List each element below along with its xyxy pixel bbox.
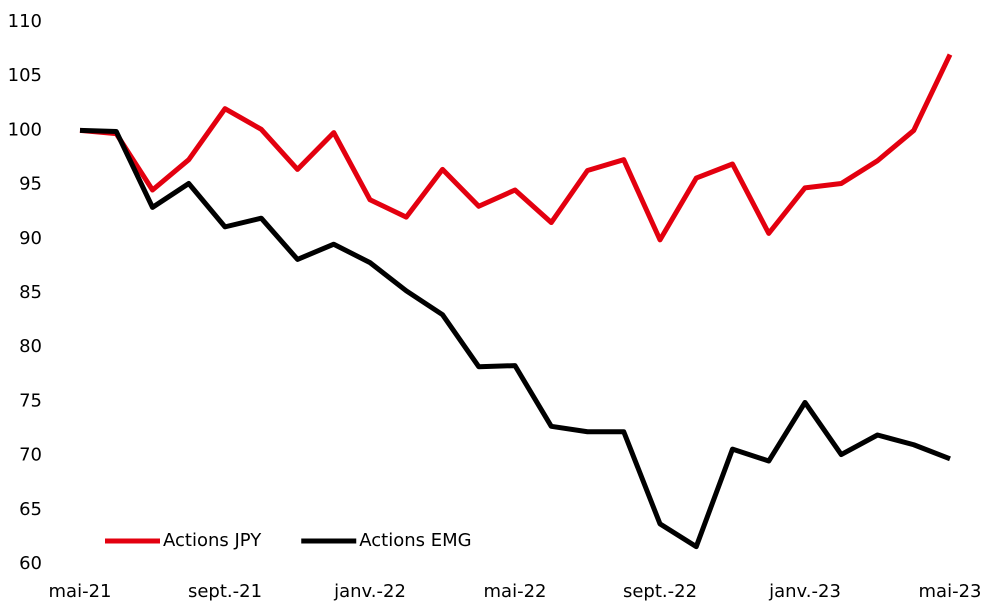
y-tick-label: 85 — [19, 282, 42, 303]
line-series — [79, 127, 951, 550]
y-tick-label: 80 — [19, 336, 42, 357]
y-tick-label: 70 — [19, 445, 42, 466]
y-tick-label: 75 — [19, 390, 42, 411]
y-tick-label: 100 — [8, 119, 42, 140]
y-tick-label: 60 — [19, 553, 42, 574]
y-tick-label: 105 — [8, 65, 42, 86]
y-tick-label: 90 — [19, 228, 42, 249]
line-series — [79, 53, 953, 243]
x-tick-label: mai-22 — [484, 581, 547, 602]
legend-label: Actions EMG — [359, 530, 471, 551]
x-tick-label: janv.-23 — [768, 581, 841, 602]
x-tick-label: janv.-22 — [333, 581, 406, 602]
y-tick-label: 110 — [8, 11, 42, 32]
legend-label: Actions JPY — [163, 530, 262, 551]
x-tick-label: mai-23 — [919, 581, 982, 602]
y-tick-label: 95 — [19, 174, 42, 195]
x-tick-label: mai-21 — [49, 581, 112, 602]
x-tick-label: sept.-22 — [623, 581, 697, 602]
x-tick-label: sept.-21 — [188, 581, 262, 602]
y-tick-label: 65 — [19, 499, 42, 520]
